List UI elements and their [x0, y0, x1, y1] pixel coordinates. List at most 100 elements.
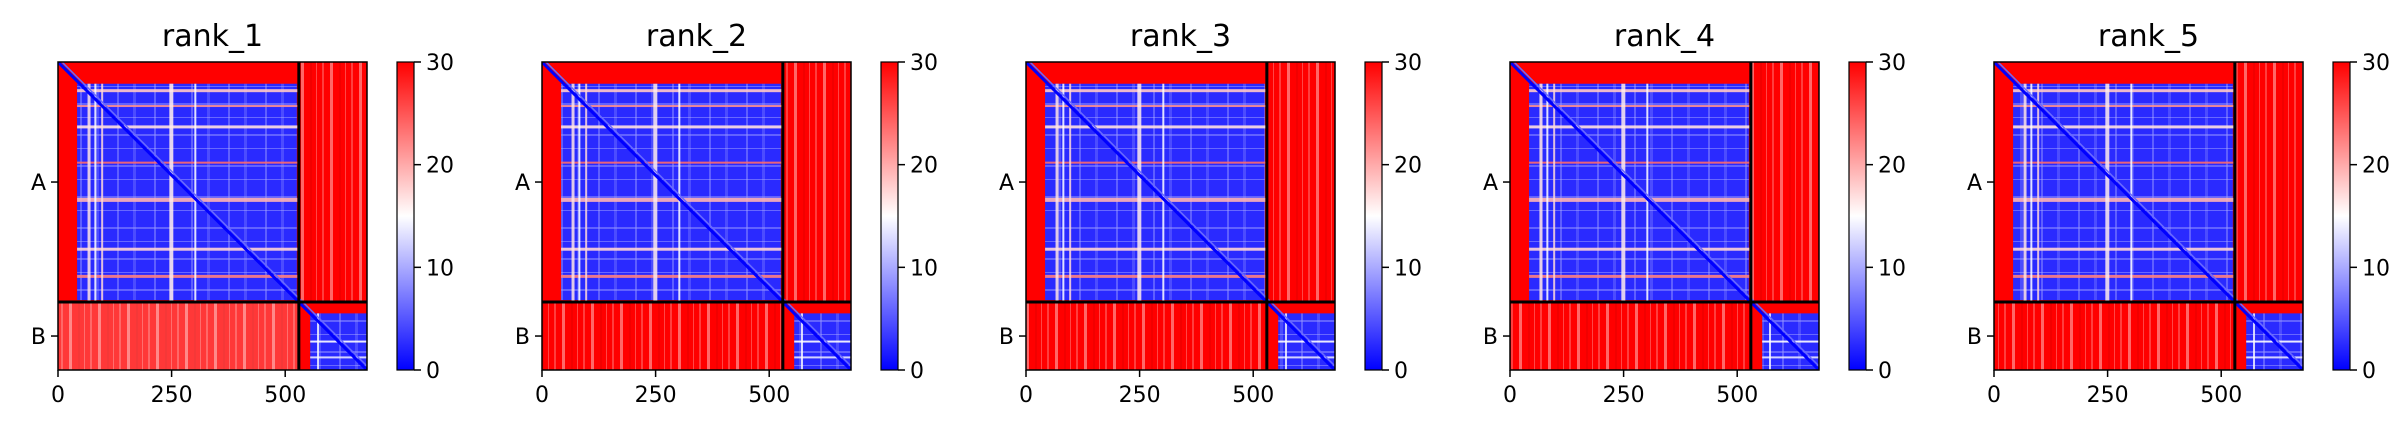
panel-title: rank_4 [1614, 19, 1715, 54]
panel-rank_1: rank_1 0 250 500 A B 0 10 20 30 [31, 19, 454, 408]
panel-title: rank_1 [162, 19, 263, 54]
x-tick-label: 500 [1716, 383, 1758, 408]
colorbar-tick-label: 10 [910, 256, 938, 281]
colorbar-tick-label: 0 [1394, 359, 1408, 384]
x-tick-label: 0 [1987, 383, 2001, 408]
x-tick-label: 250 [1119, 383, 1161, 408]
plot-frame [1025, 61, 1336, 371]
error-stripe [1529, 89, 1751, 93]
error-stripe [561, 161, 783, 164]
colorbar-tick-label: 0 [426, 359, 440, 384]
block-a-b [782, 62, 851, 303]
diagonal [58, 62, 367, 370]
x-tick-label: 250 [151, 383, 193, 408]
error-stripe [1539, 83, 1543, 303]
x-tick-label: 0 [1019, 383, 1033, 408]
error-stripe [578, 83, 581, 303]
error-stripe [1278, 356, 1335, 359]
y-tick-label: B [999, 325, 1014, 350]
colorbar-tick-label: 30 [426, 51, 454, 76]
error-stripe [2253, 313, 2256, 370]
error-stripe [87, 83, 91, 303]
block-a-b [2234, 62, 2303, 303]
x-tick-label: 500 [1232, 383, 1274, 408]
error-stripe [77, 105, 299, 108]
error-stripe [678, 83, 681, 303]
error-stripe [1045, 89, 1267, 93]
heatmap [1026, 62, 1335, 370]
y-tick-label: B [1483, 325, 1498, 350]
error-stripe [2013, 247, 2235, 251]
colorbar-tick-label: 20 [1394, 154, 1422, 179]
colorbar-tick-label: 20 [910, 154, 938, 179]
error-stripe [77, 161, 299, 164]
panel-title: rank_3 [1130, 19, 1231, 54]
error-stripe [1137, 83, 1142, 303]
heatmap [542, 62, 851, 370]
block-b-a [1994, 302, 2235, 370]
colorbar-tick-label: 30 [910, 51, 938, 76]
colorbar-tick-label: 30 [1394, 51, 1422, 76]
block-b-a-tint [58, 302, 299, 370]
x-tick-label: 500 [264, 383, 306, 408]
block-a-b [1750, 62, 1819, 303]
error-stripe [1769, 313, 1772, 370]
y-tick-label: B [31, 325, 46, 350]
plot-frame [541, 61, 852, 371]
x-tick-label: 500 [748, 383, 790, 408]
y-tick-label: A [31, 171, 46, 196]
diagonal-halo [61, 62, 367, 367]
error-stripe [653, 83, 658, 303]
diagonal-halo [1029, 62, 1335, 367]
error-stripe [77, 197, 299, 202]
error-stripe [1529, 197, 1751, 202]
error-stripe [1045, 125, 1267, 129]
error-stripe [1529, 105, 1751, 108]
x-tick-label: 0 [535, 383, 549, 408]
block-b-a [1510, 302, 1751, 370]
panel-rank_4: rank_4 0 250 500 A B 0 10 20 30 [1483, 19, 1906, 408]
error-stripe [585, 83, 588, 303]
error-stripe [77, 89, 299, 93]
colorbar-tick-label: 0 [1878, 359, 1892, 384]
colorbar [880, 61, 899, 371]
error-stripe [77, 125, 299, 129]
colorbar [2332, 61, 2351, 371]
diagonal-halo [1997, 62, 2303, 367]
y-tick-label: A [1967, 171, 1982, 196]
error-stripe [2013, 274, 2235, 278]
y-tick-label: B [515, 325, 530, 350]
error-stripe [1621, 83, 1626, 303]
diagonal-halo [1513, 62, 1819, 367]
error-stripe [1762, 356, 1819, 359]
error-stripe [561, 274, 783, 278]
error-stripe [561, 89, 783, 93]
error-stripe [2013, 197, 2235, 202]
error-stripe [561, 125, 783, 129]
error-stripe [1045, 197, 1267, 202]
colorbar-tick-label: 30 [1878, 51, 1906, 76]
panel-rank_5: rank_5 0 250 500 A B 0 10 20 30 [1967, 19, 2390, 408]
x-tick-label: 250 [635, 383, 677, 408]
error-stripe [2105, 83, 2110, 303]
diagonal [542, 62, 851, 370]
y-tick-label: A [999, 171, 1014, 196]
colorbar-tick-label: 20 [2362, 154, 2390, 179]
colorbar [1364, 61, 1383, 371]
error-stripe [169, 83, 174, 303]
x-tick-label: 250 [1603, 383, 1645, 408]
diagonal [1510, 62, 1819, 370]
error-stripe [571, 83, 575, 303]
y-tick-label: A [1483, 171, 1498, 196]
error-stripe [1055, 83, 1059, 303]
y-tick-label: B [1967, 325, 1982, 350]
colorbar-tick-label: 20 [426, 154, 454, 179]
colorbar-tick-label: 10 [1394, 256, 1422, 281]
colorbar-tick-label: 30 [2362, 51, 2390, 76]
block-b-a [1026, 302, 1267, 370]
error-stripe [1529, 125, 1751, 129]
colorbar-tick-label: 0 [2362, 359, 2376, 384]
colorbar-tick-label: 0 [910, 359, 924, 384]
error-stripe [317, 313, 320, 370]
